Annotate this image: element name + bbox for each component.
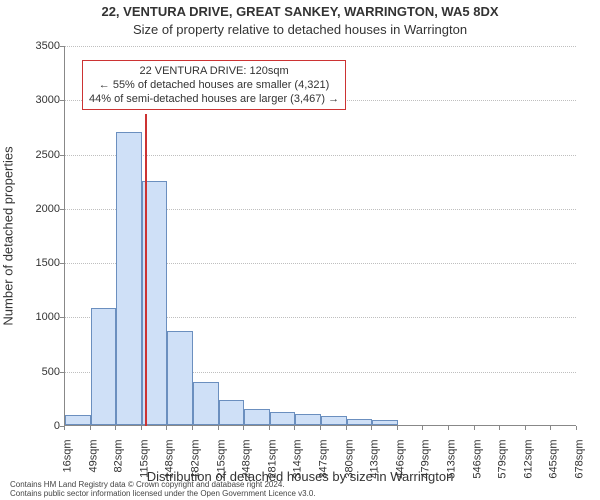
x-tick-label: 612sqm: [523, 440, 534, 486]
x-tick: [115, 426, 116, 430]
x-tick: [422, 426, 423, 430]
histogram-bar: [167, 331, 193, 425]
x-tick-label: 115sqm: [139, 440, 150, 486]
x-tick: [141, 426, 142, 430]
histogram-bar: [270, 412, 296, 425]
x-tick: [397, 426, 398, 430]
x-tick-label: 513sqm: [447, 440, 458, 486]
x-tick-label: 215sqm: [216, 440, 227, 486]
y-tick: [60, 46, 64, 47]
x-tick: [550, 426, 551, 430]
x-tick-label: 645sqm: [549, 440, 560, 486]
x-tick-label: 49sqm: [88, 440, 99, 486]
x-tick: [576, 426, 577, 430]
x-tick: [320, 426, 321, 430]
title-sub: Size of property relative to detached ho…: [0, 22, 600, 37]
x-tick: [166, 426, 167, 430]
x-tick-label: 579sqm: [498, 440, 509, 486]
histogram-bar: [91, 308, 117, 425]
histogram-bar: [295, 414, 321, 425]
x-tick-label: 678sqm: [575, 440, 586, 486]
histogram-bar: [244, 409, 270, 425]
y-tick: [60, 317, 64, 318]
y-tick-label: 0: [10, 421, 60, 432]
x-tick-label: 314sqm: [293, 440, 304, 486]
histogram-bar: [116, 132, 142, 425]
y-tick-label: 2500: [10, 150, 60, 161]
x-tick-label: 82sqm: [114, 440, 125, 486]
annotation-line: 44% of semi-detached houses are larger (…: [89, 92, 339, 106]
histogram-bar: [65, 415, 91, 425]
marker-line: [145, 114, 147, 426]
x-tick: [474, 426, 475, 430]
gridline: [65, 46, 576, 47]
y-tick-label: 500: [10, 367, 60, 378]
y-tick: [60, 372, 64, 373]
x-tick: [371, 426, 372, 430]
annotation-box: 22 VENTURA DRIVE: 120sqm← 55% of detache…: [82, 60, 346, 110]
y-tick-label: 2000: [10, 204, 60, 215]
x-tick: [499, 426, 500, 430]
x-tick-label: 546sqm: [472, 440, 483, 486]
x-tick-label: 347sqm: [319, 440, 330, 486]
y-tick: [60, 100, 64, 101]
y-tick-label: 1500: [10, 258, 60, 269]
histogram-bar: [372, 420, 398, 425]
x-tick: [525, 426, 526, 430]
x-tick: [243, 426, 244, 430]
annotation-line: 22 VENTURA DRIVE: 120sqm: [89, 64, 339, 78]
x-tick: [346, 426, 347, 430]
x-tick: [218, 426, 219, 430]
x-tick-label: 413sqm: [370, 440, 381, 486]
annotation-line: ← 55% of detached houses are smaller (4,…: [89, 78, 339, 92]
x-tick-label: 248sqm: [242, 440, 253, 486]
title-main: 22, VENTURA DRIVE, GREAT SANKEY, WARRING…: [0, 4, 600, 19]
y-tick: [60, 263, 64, 264]
x-tick-label: 380sqm: [344, 440, 355, 486]
x-tick: [269, 426, 270, 430]
x-tick: [294, 426, 295, 430]
y-tick: [60, 209, 64, 210]
histogram-bar: [193, 382, 219, 425]
x-tick: [64, 426, 65, 430]
y-tick-label: 3500: [10, 41, 60, 52]
x-tick-label: 182sqm: [191, 440, 202, 486]
x-tick: [90, 426, 91, 430]
x-tick-label: 281sqm: [267, 440, 278, 486]
histogram-bar: [219, 400, 245, 425]
chart-container: 22, VENTURA DRIVE, GREAT SANKEY, WARRING…: [0, 0, 600, 500]
y-tick-label: 1000: [10, 312, 60, 323]
x-tick: [192, 426, 193, 430]
x-tick-label: 479sqm: [421, 440, 432, 486]
y-tick: [60, 155, 64, 156]
histogram-bar: [321, 416, 347, 425]
x-tick: [448, 426, 449, 430]
y-axis-label: Number of detached properties: [1, 146, 16, 325]
x-tick-label: 446sqm: [395, 440, 406, 486]
histogram-bar: [347, 419, 373, 426]
license-line: Contains public sector information licen…: [10, 489, 316, 499]
x-tick-label: 16sqm: [63, 440, 74, 486]
x-tick-label: 148sqm: [165, 440, 176, 486]
y-tick-label: 3000: [10, 95, 60, 106]
